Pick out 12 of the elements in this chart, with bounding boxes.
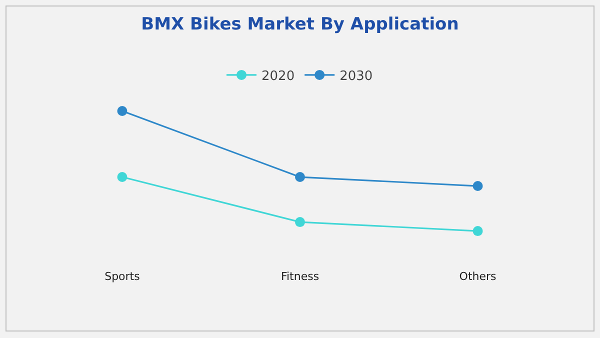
point — [295, 217, 305, 228]
x-tick-label: Sports — [104, 270, 140, 283]
legend-label: 2020 — [262, 69, 295, 84]
point — [295, 172, 305, 182]
chart-title: BMX Bikes Market By Application — [141, 14, 459, 35]
x-tick-label: Others — [459, 270, 497, 283]
x-tick-label: Fitness — [280, 270, 320, 283]
point — [117, 172, 128, 182]
point — [472, 181, 483, 192]
point — [472, 226, 483, 236]
point — [117, 106, 128, 116]
legend-label: 2030 — [340, 69, 373, 84]
